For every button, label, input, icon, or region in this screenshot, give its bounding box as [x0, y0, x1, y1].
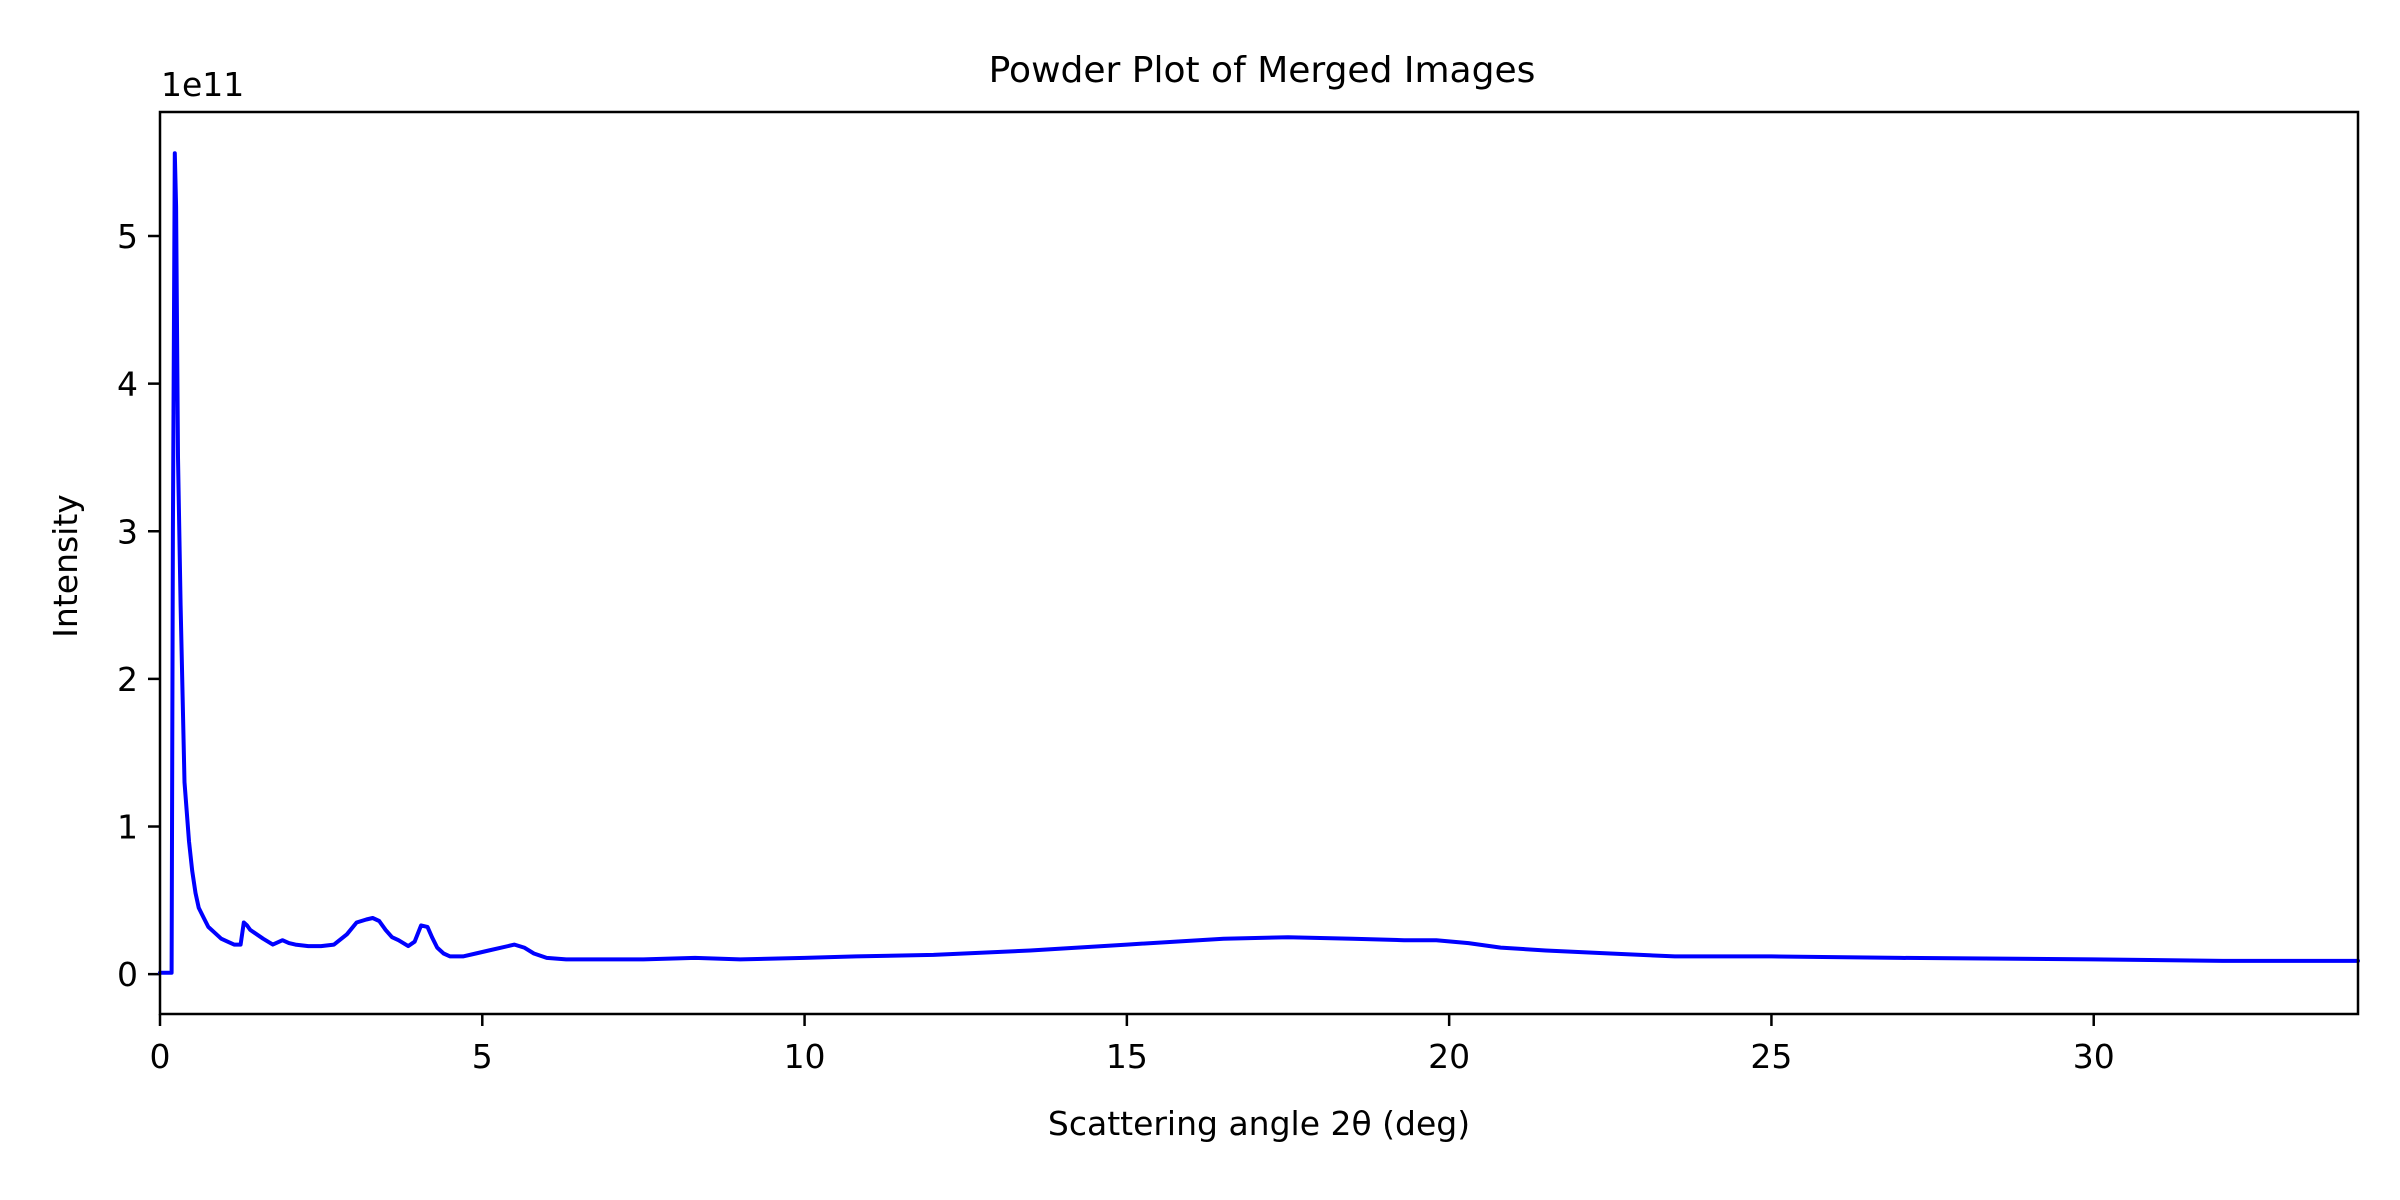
chart-title: Powder Plot of Merged Images: [989, 50, 1536, 91]
x-tick-label: 10: [784, 1037, 826, 1076]
series-line: [158, 151, 2360, 975]
y-tick-label: 4: [117, 365, 138, 404]
x-axis-ticks: 0 5 10 15 20 25 30: [150, 1014, 2115, 1076]
y-axis-ticks: 0 1 2 3 4 5: [117, 217, 160, 994]
plot-frame: [158, 110, 2360, 1016]
x-axis-label: Scattering angle 2θ (deg): [1048, 1104, 1470, 1143]
y-axis-label: Intensity: [46, 494, 85, 638]
x-tick-label: 5: [472, 1037, 493, 1076]
x-tick-label: 25: [1750, 1037, 1792, 1076]
y-tick-label: 0: [117, 955, 138, 994]
x-tick-label: 20: [1428, 1037, 1470, 1076]
y-tick-label: 3: [117, 512, 138, 551]
x-tick-label: 0: [150, 1037, 171, 1076]
x-tick-label: 30: [2073, 1037, 2115, 1076]
y-tick-label: 1: [117, 808, 138, 847]
y-tick-label: 5: [117, 217, 138, 256]
y-tick-label: 2: [117, 660, 138, 699]
x-tick-label: 15: [1106, 1037, 1148, 1076]
y-axis-offset-label: 1e11: [161, 65, 244, 104]
